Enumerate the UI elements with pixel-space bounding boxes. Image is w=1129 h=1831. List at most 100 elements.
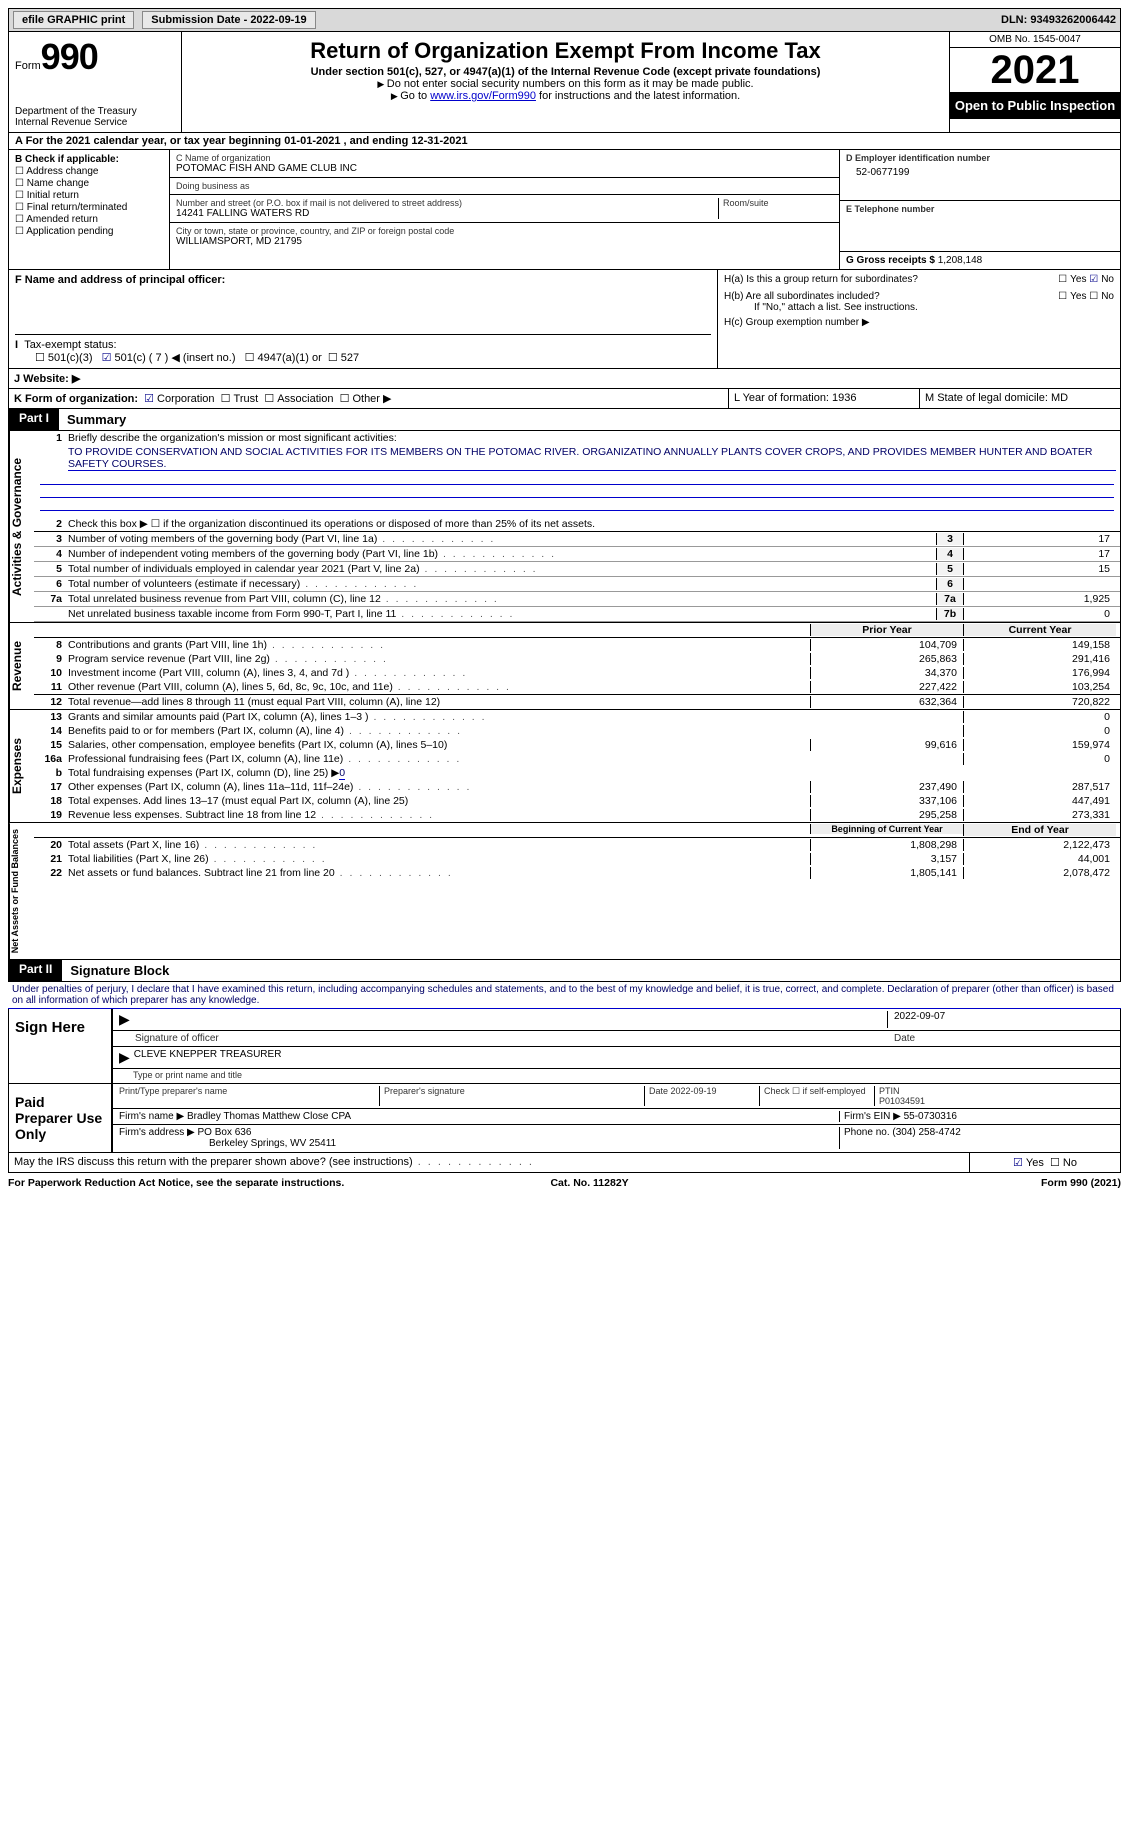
line21-py: 3,157 [810, 853, 963, 865]
sidebar-netassets: Net Assets or Fund Balances [9, 823, 34, 959]
line4-text: Number of independent voting members of … [68, 548, 936, 560]
form-number: 990 [41, 36, 98, 77]
line7a-text: Total unrelated business revenue from Pa… [68, 593, 936, 605]
line10-text: Investment income (Part VIII, column (A)… [68, 667, 810, 679]
line15-py: 99,616 [810, 739, 963, 751]
part2-header: Part II Signature Block [8, 960, 1121, 982]
chk-name[interactable]: Name change [15, 178, 163, 189]
line8-cy: 149,158 [963, 639, 1116, 651]
begin-year-hdr: Beginning of Current Year [810, 824, 963, 834]
section-a: A For the 2021 calendar year, or tax yea… [8, 133, 1121, 150]
line16a-cy: 0 [963, 753, 1116, 765]
submission-btn[interactable]: Submission Date - 2022-09-19 [142, 11, 315, 29]
chk-final[interactable]: Final return/terminated [15, 202, 163, 213]
line16b-text: Total fundraising expenses (Part IX, col… [68, 767, 810, 779]
chk-assoc[interactable]: Association [264, 392, 333, 405]
hb-label: H(b) Are all subordinates included?Yes N… [724, 291, 1114, 302]
tel-label: E Telephone number [846, 204, 934, 248]
line12-cy: 720,822 [963, 696, 1116, 708]
line19-cy: 273,331 [963, 809, 1116, 821]
dln: DLN: 93493262006442 [1001, 14, 1116, 26]
line1-label: Briefly describe the organization's miss… [68, 432, 1116, 444]
perjury-declaration: Under penalties of perjury, I declare th… [8, 982, 1121, 1009]
chk-other[interactable]: Other ▶ [340, 392, 392, 405]
line7b-text: Net unrelated business taxable income fr… [68, 608, 936, 620]
paid-preparer-label: Paid Preparer Use Only [9, 1084, 111, 1152]
line8-text: Contributions and grants (Part VIII, lin… [68, 639, 810, 651]
sidebar-governance: Activities & Governance [9, 431, 34, 622]
part1-tab: Part I [9, 409, 59, 430]
line15-text: Salaries, other compensation, employee b… [68, 739, 810, 751]
line21-text: Total liabilities (Part X, line 26) [68, 853, 810, 865]
line17-text: Other expenses (Part IX, column (A), lin… [68, 781, 810, 793]
year-formation: L Year of formation: 1936 [729, 389, 920, 408]
page-footer: For Paperwork Reduction Act Notice, see … [8, 1173, 1121, 1189]
end-year-hdr: End of Year [963, 824, 1116, 836]
line3-val: 17 [964, 533, 1116, 545]
chk-address[interactable]: Address change [15, 166, 163, 177]
room-label: Room/suite [718, 198, 833, 219]
line9-cy: 291,416 [963, 653, 1116, 665]
chk-pending[interactable]: Application pending [15, 226, 163, 237]
hc-label: H(c) Group exemption number ▶ [724, 317, 1114, 328]
sidebar-revenue: Revenue [9, 623, 34, 709]
discuss-yes[interactable]: Yes [1013, 1157, 1044, 1169]
part1-netassets: Net Assets or Fund Balances Beginning of… [8, 823, 1121, 960]
chk-501c3[interactable]: 501(c)(3) [35, 351, 93, 364]
line4-val: 17 [964, 548, 1116, 560]
line5-val: 15 [964, 563, 1116, 575]
line18-text: Total expenses. Add lines 13–17 (must eq… [68, 795, 810, 807]
line19-py: 295,258 [810, 809, 963, 821]
line6-text: Total number of volunteers (estimate if … [68, 578, 936, 590]
type-name-label: Type or print name and title [113, 1069, 1120, 1083]
line11-cy: 103,254 [963, 681, 1116, 693]
line14-text: Benefits paid to or for members (Part IX… [68, 725, 810, 737]
mission-text: TO PROVIDE CONSERVATION AND SOCIAL ACTIV… [68, 446, 1116, 471]
discuss-no[interactable]: No [1050, 1156, 1077, 1169]
line17-py: 237,490 [810, 781, 963, 793]
prep-sig-label: Preparer's signature [379, 1086, 644, 1106]
line14-cy: 0 [963, 725, 1116, 737]
dept-treasury: Department of the Treasury [15, 106, 175, 117]
officer-name: CLEVE KNEPPER TREASURER [134, 1049, 282, 1066]
chk-initial[interactable]: Initial return [15, 190, 163, 201]
efile-btn[interactable]: efile GRAPHIC print [13, 11, 134, 29]
firms-name: Firm's name ▶ Bradley Thomas Matthew Clo… [119, 1111, 839, 1122]
sig-date: 2022-09-07 [887, 1011, 1114, 1028]
footer-cat: Cat. No. 11282Y [550, 1177, 628, 1189]
open-inspection: Open to Public Inspection [950, 92, 1120, 119]
website-label: J Website: ▶ [14, 373, 80, 385]
hb-note: If "No," attach a list. See instructions… [754, 302, 1114, 313]
chk-527[interactable]: 527 [328, 351, 359, 364]
line15-cy: 159,974 [963, 739, 1116, 751]
part1-header: Part I Summary [8, 409, 1121, 431]
prep-name-label: Print/Type preparer's name [119, 1086, 379, 1106]
block-b-label: B Check if applicable: [15, 154, 163, 165]
line7b-val: 0 [964, 608, 1116, 620]
irs-link[interactable]: www.irs.gov/Form990 [430, 90, 536, 102]
line9-py: 265,863 [810, 653, 963, 665]
line2-text: Check this box ▶ ☐ if the organization d… [68, 518, 1116, 530]
form-header: Form990 Department of the Treasury Inter… [8, 32, 1121, 133]
chk-amended[interactable]: Amended return [15, 214, 163, 225]
part1-revenue: Revenue Prior YearCurrent Year 8Contribu… [8, 623, 1121, 710]
chk-4947[interactable]: 4947(a)(1) or [245, 351, 322, 364]
addr-label: Number and street (or P.O. box if mail i… [176, 198, 718, 208]
chk-501c[interactable]: 501(c) ( 7 ) ◀ (insert no.) [102, 352, 236, 364]
line20-text: Total assets (Part X, line 16) [68, 839, 810, 851]
website-row: J Website: ▶ [8, 369, 1121, 389]
line11-text: Other revenue (Part VIII, column (A), li… [68, 681, 810, 693]
principal-officer-label: F Name and address of principal officer: [15, 274, 711, 286]
line22-text: Net assets or fund balances. Subtract li… [68, 867, 810, 879]
line12-text: Total revenue—add lines 8 through 11 (mu… [68, 696, 810, 708]
line20-cy: 2,122,473 [963, 839, 1116, 851]
line3-text: Number of voting members of the governin… [68, 533, 936, 545]
chk-self-employed[interactable]: Check ☐ if self-employed [759, 1086, 874, 1106]
city-state-zip: WILLIAMSPORT, MD 21795 [176, 236, 833, 247]
line19-text: Revenue less expenses. Subtract line 18 … [68, 809, 810, 821]
chk-corp[interactable]: Corporation [144, 393, 214, 405]
chk-trust[interactable]: Trust [221, 392, 259, 405]
line22-py: 1,805,141 [810, 867, 963, 879]
prior-year-hdr: Prior Year [810, 624, 963, 636]
line10-py: 34,370 [810, 667, 963, 679]
